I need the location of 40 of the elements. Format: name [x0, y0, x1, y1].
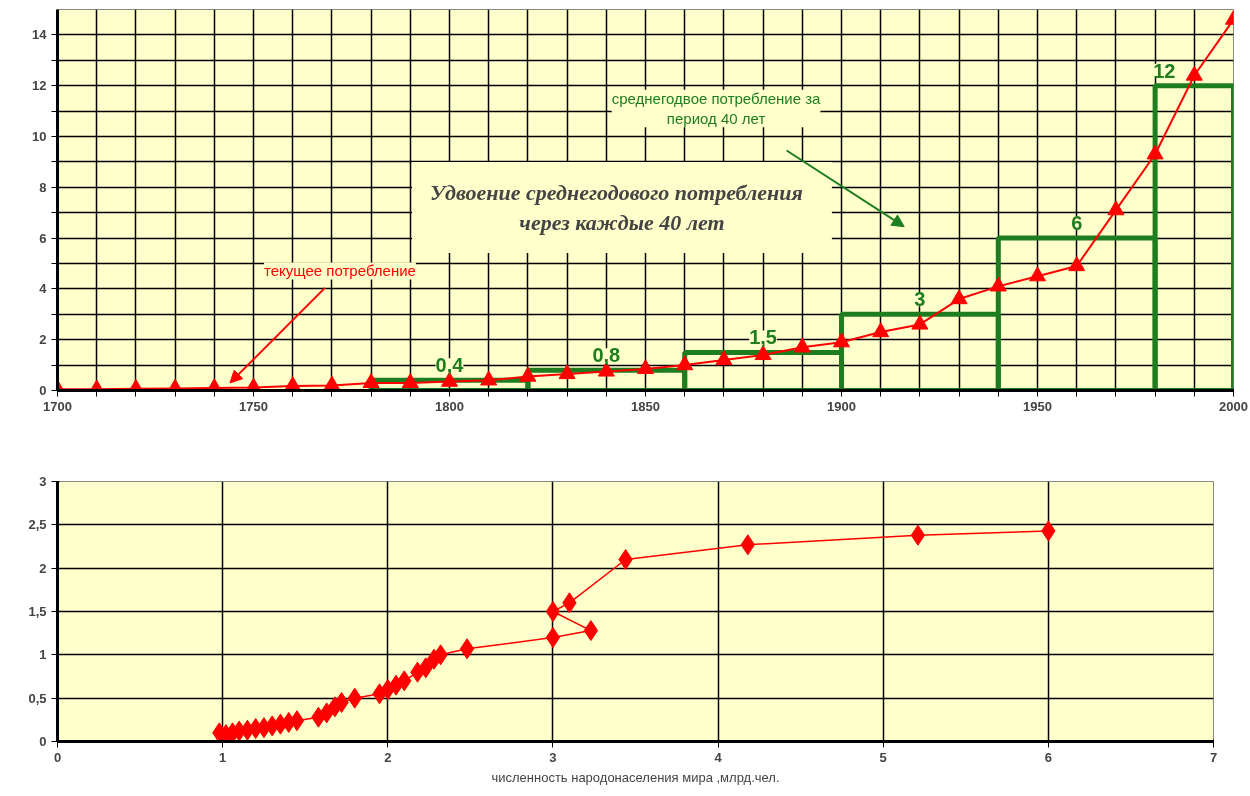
- y-tick-label: 0: [39, 734, 47, 749]
- y-tick-label: 2: [39, 560, 47, 576]
- data-label: 1,5: [749, 326, 778, 349]
- x-tick-label: 7: [1209, 749, 1218, 765]
- y-tick-label: 2,5: [28, 517, 47, 533]
- x-tick-label: 1900: [827, 398, 856, 414]
- y-tick-label: 8: [39, 179, 47, 195]
- x-tick-label: 1700: [43, 398, 72, 414]
- annotation: среднегодвое потребление за период 40 лет: [611, 89, 822, 128]
- annotation: текущее потребление: [264, 262, 416, 280]
- y-tick-label: 2: [39, 332, 47, 348]
- y-tick-label: 4: [39, 281, 48, 297]
- y-tick-label: 3: [39, 474, 47, 489]
- y-tick-label: 0,5: [28, 690, 47, 706]
- data-label: 3: [914, 288, 926, 311]
- y-tick-label: 10: [32, 129, 47, 144]
- data-label: 12: [1153, 59, 1176, 82]
- x-tick-label: 6: [1044, 749, 1052, 765]
- y-tick-label: 6: [39, 230, 47, 246]
- x-tick-label: 0: [53, 749, 62, 765]
- x-tick-label: 3: [549, 749, 557, 765]
- data-label: 0,4: [435, 354, 465, 377]
- x-tick-label: 4: [714, 749, 723, 765]
- x-tick-label: 5: [879, 749, 887, 765]
- x-tick-label: 2000: [1219, 398, 1248, 414]
- y-tick-label: 14: [32, 27, 48, 43]
- x-tick-label: 1950: [1023, 398, 1052, 414]
- data-label: 0,8: [592, 344, 621, 367]
- x-tick-label: 1750: [239, 398, 268, 414]
- y-tick-label: 1: [39, 647, 47, 663]
- y-tick-label: 12: [32, 78, 47, 94]
- x-tick-label: 1850: [631, 398, 660, 414]
- x-tick-label: 1: [219, 749, 227, 765]
- y-tick-label: 0: [39, 383, 47, 398]
- x-tick-label: 1800: [435, 398, 464, 414]
- x-axis-title: численность народонаселения мира ,млрд.чел.: [491, 769, 780, 785]
- y-tick-label: 1,5: [28, 604, 47, 619]
- text: Удвоение среднегодового потребления через каждые 40 лет: [430, 180, 803, 236]
- data-label: 6: [1071, 212, 1083, 235]
- x-tick-label: 2: [384, 749, 392, 765]
